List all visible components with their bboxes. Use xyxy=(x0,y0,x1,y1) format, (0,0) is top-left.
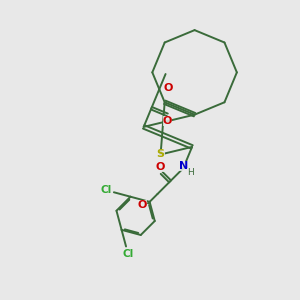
Text: O: O xyxy=(163,116,172,126)
Text: Cl: Cl xyxy=(123,249,134,260)
Text: Cl: Cl xyxy=(100,185,112,195)
Text: S: S xyxy=(157,149,165,160)
Text: H: H xyxy=(187,168,194,177)
Text: O: O xyxy=(163,82,172,93)
Text: O: O xyxy=(155,162,165,172)
Text: N: N xyxy=(179,160,188,171)
Text: O: O xyxy=(138,200,147,210)
